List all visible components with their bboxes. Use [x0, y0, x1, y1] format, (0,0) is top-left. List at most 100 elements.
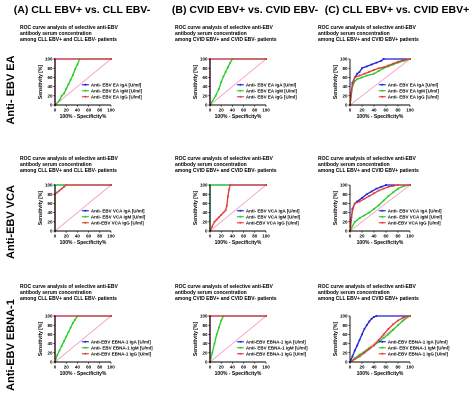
roc-point-igm — [387, 65, 390, 68]
legend-entry-igg: Anti- EBV EA IgG [U/ml] — [246, 94, 297, 99]
roc-point-igm — [353, 80, 356, 82]
roc-point-iga — [373, 316, 375, 318]
x-tick-label: 100 — [262, 108, 270, 113]
x-tick-label: 60 — [241, 365, 247, 370]
x-axis-label: 100% - Specificity% — [215, 114, 262, 120]
x-tick-label: 0 — [349, 108, 352, 113]
panel-title-line: among CLL EBV+ and CVID EBV+ patients — [318, 37, 419, 43]
y-tick-label: 40 — [342, 210, 348, 215]
legend-marker — [84, 95, 87, 98]
x-tick-label: 100 — [262, 234, 270, 239]
roc-point-igg — [265, 184, 267, 186]
roc-point-igm — [392, 191, 395, 194]
roc-point-igm — [353, 220, 356, 223]
y-axis-label: Sensitivity [%] — [333, 65, 339, 100]
legend-entry-igg: Anti- EBV EA IgG [U/ml] — [388, 94, 439, 99]
reference-diagonal — [54, 315, 112, 363]
y-tick-label: 20 — [202, 350, 208, 355]
roc-point-igg — [392, 323, 395, 326]
legend-entry-iga: Anti-EBV EBNA-1 IgA [U/ml] — [388, 339, 448, 344]
legend-entry-igg: Anti-EBV EBNA-1 IgG [U/ml] — [246, 351, 307, 356]
legend-entry-iga: Anti- EBV EA IgA [U/ml] — [246, 82, 297, 87]
reference-diagonal — [209, 315, 267, 363]
y-tick-label: 60 — [47, 332, 53, 337]
roc-point-igm — [215, 333, 218, 336]
panel-title-line: ROC curve analysis of selective anti-EBV — [20, 284, 118, 290]
y-tick-label: 0 — [205, 360, 208, 365]
roc-point-igm — [373, 72, 375, 75]
legend-marker — [381, 221, 384, 224]
x-tick-label: 100 — [406, 365, 414, 370]
y-axis-label: Sensitivity [%] — [38, 65, 44, 100]
roc-point-igm — [69, 78, 72, 81]
roc-point-igg — [351, 209, 354, 212]
roc-panel-b2: ROC curve analysis of selective anti-EBV… — [175, 156, 301, 246]
roc-point-igg — [363, 197, 366, 200]
roc-point-igm — [368, 347, 371, 350]
roc-point-igm — [353, 357, 356, 360]
x-tick-label: 60 — [241, 234, 247, 239]
x-axis-label: 100% - Specificity% — [357, 240, 404, 246]
roc-point-igg — [397, 184, 399, 186]
roc-point-igg — [392, 62, 395, 65]
legend-marker — [381, 215, 384, 218]
x-tick-label: 80 — [252, 365, 258, 370]
panel-title-line: antibody serum concentration — [20, 162, 92, 168]
y-tick-label: 0 — [205, 229, 208, 234]
panel-title-line: among CVID EBV+ and CVID EBV- patients — [175, 168, 277, 174]
legend-entry-igg: Anti-EBV VCA IgG [U/ml] — [388, 220, 441, 225]
roc-point-igg — [401, 316, 404, 319]
x-tick-label: 80 — [97, 234, 103, 239]
roc-point-iga — [370, 317, 373, 320]
x-tick-label: 80 — [252, 108, 258, 113]
x-tick-label: 40 — [371, 108, 377, 113]
roc-point-igg — [110, 58, 112, 60]
x-tick-label: 100 — [107, 108, 115, 113]
roc-point-igg — [409, 184, 411, 186]
x-tick-label: 20 — [359, 108, 365, 113]
legend-marker — [239, 209, 242, 212]
panel-title-line: ROC curve analysis of selective anti-EBV — [175, 156, 273, 162]
roc-point-igg — [382, 187, 385, 190]
y-tick-label: 60 — [202, 332, 208, 337]
roc-point-igm — [60, 345, 63, 347]
y-tick-label: 20 — [202, 93, 208, 98]
roc-point-iga — [370, 63, 373, 66]
roc-point-igg — [387, 327, 390, 330]
x-tick-label: 40 — [75, 365, 81, 370]
row-label-ebna1: Anti-EBV EBNA-1 — [5, 299, 17, 391]
y-tick-label: 40 — [47, 84, 53, 89]
roc-point-igm — [211, 351, 214, 354]
roc-point-igm — [382, 199, 385, 202]
roc-point-igg — [224, 209, 227, 212]
roc-point-igm — [377, 70, 380, 72]
y-tick-label: 40 — [202, 84, 208, 89]
roc-point-igm — [218, 326, 220, 329]
roc-point-igg — [56, 191, 59, 194]
roc-point-iga — [375, 187, 378, 190]
roc-point-igg — [373, 344, 375, 347]
roc-point-igm — [56, 354, 59, 356]
legend-entry-igm: Anti- EBV EBNA-1 IgM [U/ml] — [388, 345, 450, 350]
roc-point-igm — [392, 328, 395, 331]
row-label-vca: Anti-EBV VCA — [5, 185, 17, 259]
roc-point-igm — [363, 350, 366, 353]
roc-point-igg — [222, 211, 225, 214]
x-axis-label: 100% - Specificity% — [60, 114, 107, 120]
roc-point-igg — [363, 72, 366, 75]
roc-point-igg — [110, 315, 112, 317]
legend-marker — [239, 89, 242, 92]
legend-entry-igm: Anti- EBV VCA IgM [U/ml] — [246, 214, 301, 219]
roc-panel-b3: ROC curve analysis of selective anti-EBV… — [175, 284, 308, 377]
x-tick-label: 40 — [230, 365, 236, 370]
x-tick-label: 40 — [75, 108, 81, 113]
x-tick-label: 60 — [86, 108, 92, 113]
x-tick-label: 0 — [54, 365, 57, 370]
y-tick-label: 40 — [342, 84, 348, 89]
roc-point-igg — [218, 216, 220, 219]
roc-point-igg — [358, 74, 361, 77]
roc-point-iga — [375, 61, 378, 64]
y-tick-label: 0 — [345, 229, 348, 234]
roc-point-igm — [406, 316, 409, 318]
